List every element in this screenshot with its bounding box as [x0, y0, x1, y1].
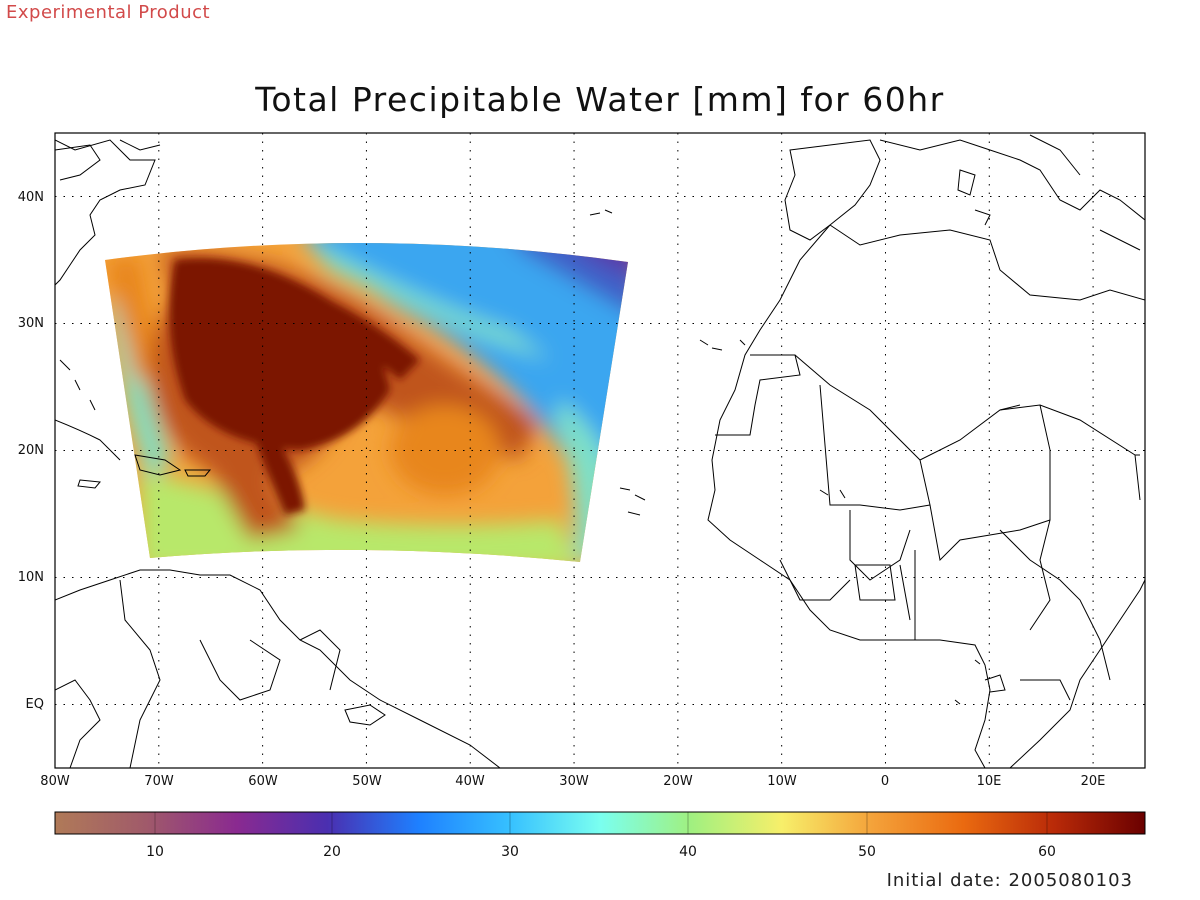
- lat-label-20n: 20N: [17, 443, 44, 458]
- lon-label-60w: 60W: [248, 774, 278, 789]
- coastlines: [55, 134, 1145, 768]
- lon-label-20e: 20E: [1080, 774, 1106, 789]
- colorbar-label-50: 50: [858, 844, 876, 860]
- colorbar-ticks: [154, 812, 1048, 834]
- colorbar: [54, 811, 1146, 835]
- map-frame: [54, 132, 1146, 769]
- lat-label-10n: 10N: [17, 570, 44, 585]
- precipitable-water-field: [105, 242, 628, 562]
- experimental-product-label: Experimental Product: [6, 2, 211, 23]
- initial-date: Initial date: 2005080103: [886, 870, 1133, 891]
- lat-label-40n: 40N: [17, 190, 44, 205]
- colorbar-label-30: 30: [501, 844, 519, 860]
- lon-label-0: 0: [880, 774, 890, 789]
- map-gridlines: [55, 133, 1145, 768]
- map-title: Total Precipitable Water [mm] for 60hr: [255, 80, 945, 119]
- lat-label-30n: 30N: [17, 316, 44, 331]
- lon-label-20w: 20W: [663, 774, 693, 789]
- lon-label-70w: 70W: [144, 774, 174, 789]
- lon-label-80w: 80W: [40, 774, 70, 789]
- lon-label-10e: 10E: [976, 774, 1002, 789]
- colorbar-label-60: 60: [1038, 844, 1056, 860]
- colorbar-label-40: 40: [679, 844, 697, 860]
- lat-label-eq: EQ: [25, 697, 44, 712]
- lon-label-40w: 40W: [455, 774, 485, 789]
- lon-label-30w: 30W: [559, 774, 589, 789]
- lon-label-50w: 50W: [352, 774, 382, 789]
- lon-label-10w: 10W: [767, 774, 797, 789]
- colorbar-label-20: 20: [323, 844, 341, 860]
- colorbar-label-10: 10: [146, 844, 164, 860]
